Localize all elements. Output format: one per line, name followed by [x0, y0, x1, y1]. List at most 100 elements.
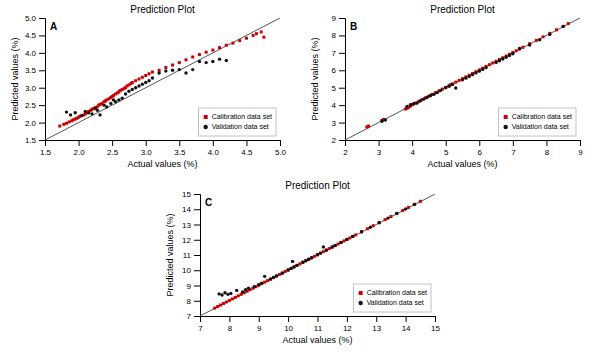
x-axis-tick-mark: [580, 140, 581, 146]
y-axis-tick-mark: [339, 123, 345, 124]
y-axis-tick-mark: [194, 301, 200, 302]
y-axis-tick-label: 5: [332, 84, 337, 93]
point: [68, 120, 71, 123]
point: [454, 81, 457, 84]
point: [191, 56, 194, 59]
point: [105, 105, 108, 108]
point: [127, 90, 130, 93]
point: [80, 114, 83, 117]
point: [401, 209, 404, 212]
y-axis-line: [39, 19, 46, 141]
point: [360, 230, 363, 233]
point: [225, 300, 228, 303]
x-axis-tick-label: 11: [314, 324, 323, 333]
point: [263, 275, 266, 278]
point: [185, 58, 188, 61]
y-axis-tick: 14: [182, 205, 200, 214]
point: [263, 281, 266, 284]
point: [409, 103, 412, 106]
point: [289, 267, 292, 270]
x-axis-tick: 4.0: [208, 140, 220, 157]
y-axis-tick-label: 6: [332, 66, 337, 75]
point: [171, 64, 174, 67]
y-axis-tick-mark: [39, 88, 45, 89]
y-axis-tick: 12: [182, 236, 200, 245]
point: [286, 268, 289, 271]
point: [322, 250, 325, 253]
point: [429, 94, 432, 97]
x-axis-tick: 7: [198, 316, 203, 333]
y-axis-tick-label: 9: [187, 282, 192, 291]
point: [339, 241, 342, 244]
x-axis-tick-mark: [546, 140, 547, 146]
point: [380, 119, 383, 122]
point: [269, 278, 272, 281]
point: [511, 52, 514, 55]
point: [439, 89, 442, 92]
point: [458, 79, 461, 82]
x-axis-tick-label: 15: [431, 324, 440, 333]
point: [464, 76, 467, 79]
point: [307, 258, 310, 261]
y-axis-tick-label: 10: [182, 266, 191, 275]
x-axis-tick: 11: [314, 316, 323, 333]
y-axis-tick-mark: [339, 105, 345, 106]
point: [444, 86, 447, 89]
point: [447, 85, 450, 88]
y-axis-tick: 9: [332, 14, 345, 23]
point: [298, 262, 301, 265]
x-axis-tick-label: 6: [478, 148, 483, 157]
y-axis-tick-mark: [339, 140, 345, 141]
y-axis-tick-mark: [194, 255, 200, 256]
point: [198, 53, 201, 56]
point: [211, 49, 214, 52]
y-axis-tick-mark: [339, 88, 345, 89]
point: [62, 123, 65, 126]
point: [328, 247, 331, 250]
point: [260, 30, 263, 33]
point: [184, 71, 187, 74]
point: [290, 267, 293, 270]
point: [491, 61, 494, 64]
x-axis-tick-mark: [406, 316, 407, 322]
point: [144, 74, 147, 77]
x-axis-tick-label: 4.5: [241, 148, 253, 157]
point: [310, 256, 313, 259]
x-axis-line: [201, 317, 436, 323]
point: [345, 238, 348, 241]
point: [226, 293, 229, 296]
y-axis-tick: 10: [182, 266, 200, 275]
y-axis-title: Predicted values (%): [165, 213, 175, 296]
y-axis-tick: 4: [332, 101, 345, 110]
point: [137, 84, 140, 87]
legend-frame: [354, 284, 431, 312]
point: [131, 88, 134, 91]
y-axis: 789101112131415: [182, 190, 200, 321]
x-axis-tick-label: 2.5: [107, 148, 119, 157]
x-axis-tick-label: 14: [402, 324, 411, 333]
point: [378, 221, 381, 224]
point: [225, 44, 228, 47]
legend-label: Validation data set: [512, 123, 569, 130]
y-axis-tick: 8: [187, 297, 200, 306]
point: [281, 272, 284, 275]
y-axis-tick: 7: [332, 49, 345, 58]
x-axis-tick-label: 7: [511, 148, 516, 157]
y-axis: 1.52.02.53.03.54.04.55.0: [25, 14, 46, 145]
x-axis-tick-mark: [376, 316, 377, 322]
point: [151, 71, 154, 74]
panel: 2345678923456789Prediction PlotActual va…: [310, 4, 583, 169]
point: [316, 253, 319, 256]
point: [334, 244, 337, 247]
x-axis-tick-label: 9: [257, 324, 262, 333]
point: [395, 212, 398, 215]
point: [562, 25, 565, 28]
title: Prediction Plot: [130, 4, 195, 15]
legend-swatch: [504, 115, 508, 119]
point: [342, 239, 345, 242]
y-axis-tick: 11: [183, 251, 200, 260]
x-axis-tick: 4.5: [241, 140, 253, 157]
legend-label: Validation data set: [212, 123, 269, 130]
x-axis-line: [46, 141, 281, 147]
y-axis-tick-label: 3: [332, 119, 337, 128]
